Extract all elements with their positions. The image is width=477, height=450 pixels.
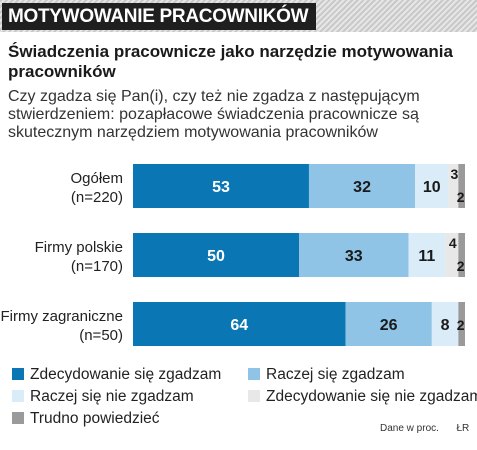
category-label: Ogółem xyxy=(70,170,123,187)
bar-segment xyxy=(431,302,459,346)
legend-label: Raczej się zgadzam xyxy=(266,366,405,383)
legend-label: Zdecydowanie się nie zgadzam xyxy=(266,388,477,405)
legend-item: Trudno powiedzieć xyxy=(12,410,160,428)
data-label: 32 xyxy=(353,179,371,196)
legend-swatch xyxy=(248,390,260,402)
legend-item: Zdecydowanie się nie zgadzam xyxy=(248,388,477,406)
chart-subtitle: Czy zgadza się Pan(i), czy też nie zgadz… xyxy=(8,88,420,141)
bar-segment xyxy=(415,164,449,208)
bar-segment xyxy=(133,233,299,277)
category-sample-label: (n=220) xyxy=(71,189,123,206)
legend-swatch xyxy=(12,390,24,402)
legend-label: Raczej się nie zgadzam xyxy=(30,388,194,405)
source-note: Dane w proc. ŁR xyxy=(380,423,469,434)
bar-segment xyxy=(408,233,446,277)
category-sample-label: (n=50) xyxy=(79,327,123,344)
data-label: 10 xyxy=(423,179,441,196)
bar-segment xyxy=(458,302,465,346)
data-label: 64 xyxy=(230,317,248,334)
bar-segment xyxy=(445,233,459,277)
legend-item: Raczej się zgadzam xyxy=(248,366,405,384)
legend-swatch xyxy=(12,412,24,424)
data-label: 50 xyxy=(207,248,225,265)
legend-label: Trudno powiedzieć xyxy=(30,410,160,427)
legend-item: Zdecydowanie się zgadzam xyxy=(12,366,221,384)
data-label: 3 xyxy=(450,166,458,182)
data-label: 2 xyxy=(457,258,465,274)
chart-title: Świadczenia pracownicze jako narzędzie m… xyxy=(8,42,453,81)
data-label: 4 xyxy=(449,235,457,251)
author-credit: ŁR xyxy=(456,423,470,434)
category-sample-label: (n=170) xyxy=(71,258,123,275)
data-label: 2 xyxy=(457,317,465,333)
data-label: 2 xyxy=(457,189,465,205)
data-label: 8 xyxy=(441,317,450,334)
legend-label: Zdecydowanie się zgadzam xyxy=(30,366,222,383)
bar-segment xyxy=(448,164,459,208)
bar-segment xyxy=(458,233,465,277)
legend-item: Raczej się nie zgadzam xyxy=(12,388,194,406)
bar-segment xyxy=(458,164,465,208)
bar-segment xyxy=(133,302,346,346)
data-label: 33 xyxy=(345,248,363,265)
legend-swatch xyxy=(248,368,260,380)
category-label: Firmy zagraniczne xyxy=(0,308,123,325)
bar-segment xyxy=(308,164,416,208)
category-label: Firmy polskie xyxy=(35,239,123,256)
data-label: 26 xyxy=(380,317,398,334)
bar-segment xyxy=(345,302,432,346)
header-band: MOTYWOWANIE PRACOWNIKÓW xyxy=(0,0,477,32)
data-label: 11 xyxy=(418,248,435,265)
bar-segment xyxy=(299,233,409,277)
source-label: Dane w proc. xyxy=(380,423,439,434)
section-label: MOTYWOWANIE PRACOWNIKÓW xyxy=(2,3,317,30)
legend-swatch xyxy=(12,368,24,380)
bar-segment xyxy=(133,164,309,208)
data-label: 53 xyxy=(212,179,230,196)
